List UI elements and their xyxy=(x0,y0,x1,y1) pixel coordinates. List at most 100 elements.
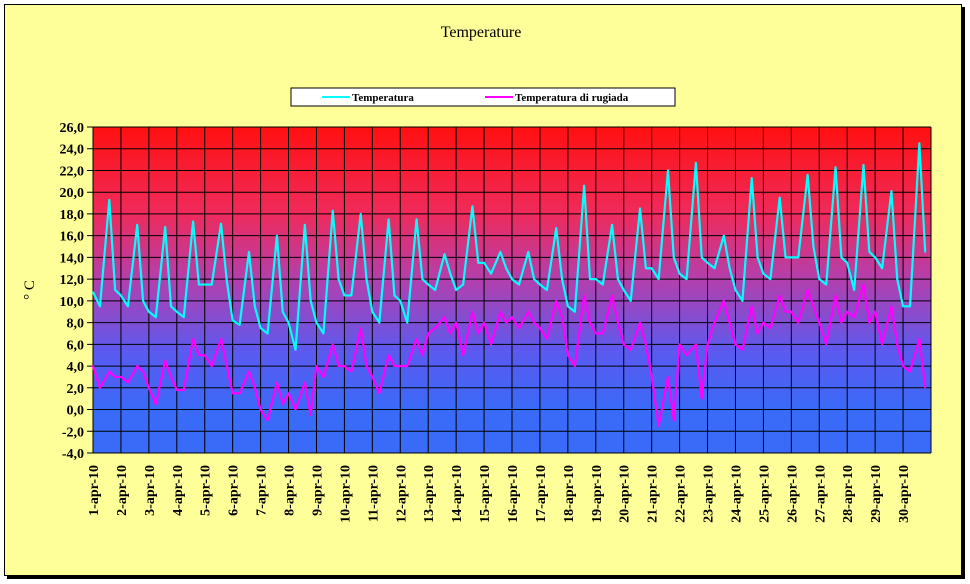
data-point xyxy=(505,321,507,324)
x-tick-label: 23-apr-10 xyxy=(702,465,717,523)
data-point xyxy=(750,177,753,179)
data-point xyxy=(108,370,111,373)
data-point xyxy=(589,278,591,280)
data-point xyxy=(399,300,402,302)
data-point xyxy=(902,365,904,367)
data-point xyxy=(114,376,116,378)
data-point xyxy=(253,305,256,308)
data-point xyxy=(220,338,222,340)
data-point xyxy=(769,278,772,280)
data-point xyxy=(490,343,492,346)
data-point xyxy=(371,310,374,313)
data-point xyxy=(629,348,632,351)
data-point xyxy=(583,294,585,297)
series-line-temperatura xyxy=(92,142,927,351)
data-point xyxy=(639,321,641,324)
data-point xyxy=(874,256,876,259)
data-point xyxy=(287,392,290,395)
x-tick-label: 22-apr-10 xyxy=(674,465,689,523)
data-point xyxy=(455,321,457,324)
data-point xyxy=(387,354,390,357)
x-tick-label: 1-apr-10 xyxy=(87,465,102,516)
data-point xyxy=(685,278,688,280)
data-point xyxy=(868,321,871,324)
data-point xyxy=(533,278,535,280)
data-point xyxy=(881,267,883,270)
y-tick-label: 22,0 xyxy=(60,164,85,179)
data-point xyxy=(797,321,800,324)
data-point xyxy=(595,332,597,335)
data-point xyxy=(533,321,535,324)
data-point xyxy=(471,205,474,208)
data-point xyxy=(706,262,709,264)
x-tick-label: 15-apr-10 xyxy=(478,465,493,523)
legend: Temperatura Temperatura di rugiada xyxy=(290,87,676,107)
data-point xyxy=(518,327,520,329)
data-point xyxy=(667,169,669,172)
data-point xyxy=(378,392,381,395)
data-point xyxy=(723,300,725,302)
data-point xyxy=(555,300,558,302)
data-point xyxy=(198,283,200,286)
data-point xyxy=(490,272,492,275)
legend-label-rugiada: Temperatura di rugiada xyxy=(515,92,629,104)
data-point xyxy=(309,414,312,416)
y-tick-label: -4,0 xyxy=(62,447,84,462)
data-point xyxy=(806,289,809,291)
data-point xyxy=(790,310,793,313)
data-point xyxy=(874,310,876,313)
data-point xyxy=(756,332,759,335)
data-point xyxy=(406,321,409,324)
data-point xyxy=(92,365,94,367)
data-point xyxy=(853,316,855,318)
data-point xyxy=(728,267,731,270)
data-point xyxy=(650,376,653,378)
data-point xyxy=(713,321,716,324)
data-point xyxy=(695,343,697,346)
data-point xyxy=(678,343,681,346)
data-point xyxy=(136,224,139,226)
data-point xyxy=(359,327,362,329)
data-point xyxy=(331,343,334,346)
data-point xyxy=(322,332,325,335)
data-point xyxy=(136,365,139,367)
data-point xyxy=(266,419,269,422)
data-point xyxy=(881,343,883,346)
data-point xyxy=(611,294,613,297)
data-point xyxy=(281,403,284,405)
data-point xyxy=(657,278,660,280)
data-point xyxy=(238,392,241,395)
data-point xyxy=(728,321,731,324)
data-point xyxy=(483,321,485,324)
data-point xyxy=(896,278,899,280)
x-tick-label: 19-apr-10 xyxy=(590,465,605,523)
y-tick-label: 10,0 xyxy=(60,295,85,310)
data-point xyxy=(294,408,297,411)
data-point xyxy=(862,283,865,286)
data-point xyxy=(203,283,206,286)
data-point xyxy=(539,327,541,329)
data-point xyxy=(667,376,669,378)
data-point xyxy=(639,207,641,210)
x-tick-label: 7-apr-10 xyxy=(255,465,270,516)
data-point xyxy=(315,365,318,367)
data-point xyxy=(192,338,194,340)
data-point xyxy=(226,365,228,367)
data-point xyxy=(812,305,815,308)
data-point xyxy=(846,262,848,264)
data-point xyxy=(672,256,675,259)
data-point xyxy=(713,267,716,270)
data-point xyxy=(399,365,402,367)
x-tick-label: 6-apr-10 xyxy=(227,465,242,516)
x-tick-label: 8-apr-10 xyxy=(283,465,298,516)
data-point xyxy=(427,283,430,286)
data-point xyxy=(797,256,800,259)
data-point xyxy=(108,199,111,201)
data-point xyxy=(734,289,737,291)
data-point xyxy=(518,283,520,286)
data-point xyxy=(567,305,569,308)
data-point xyxy=(555,227,558,229)
x-tick-label: 17-apr-10 xyxy=(534,465,549,523)
data-point xyxy=(155,316,157,318)
